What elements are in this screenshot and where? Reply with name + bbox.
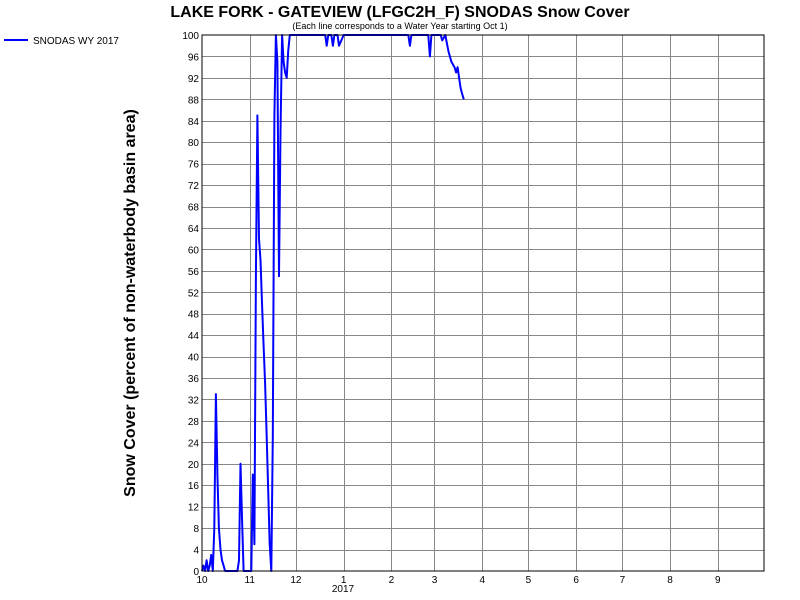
plot-frame	[201, 34, 765, 572]
chart-subtitle: (Each line corresponds to a Water Year s…	[292, 21, 507, 31]
y-tick-label: 0	[193, 567, 199, 578]
y-tick-labels: 0481216202428323640444852566064687276808…	[182, 31, 199, 578]
series-layer	[201, 34, 465, 572]
y-tick-label: 28	[188, 417, 200, 428]
y-tick-label: 52	[188, 288, 200, 299]
x-tick-label: 12	[290, 575, 302, 586]
y-tick-label: 100	[182, 31, 199, 42]
y-tick-label: 64	[188, 224, 200, 235]
x-tick-label: 10	[196, 575, 208, 586]
series-line	[201, 34, 465, 572]
x-tick-label: 2	[389, 575, 395, 586]
grid	[202, 35, 764, 571]
y-tick-label: 8	[193, 524, 199, 535]
y-tick-label: 84	[188, 117, 200, 128]
y-tick-label: 40	[188, 353, 200, 364]
x-tick-label: 8	[667, 575, 673, 586]
x-tick-label: 11	[245, 575, 256, 586]
x-tick-label: 3	[432, 575, 438, 586]
y-tick-label: 92	[188, 74, 200, 85]
y-tick-label: 12	[188, 503, 200, 514]
y-tick-label: 36	[188, 374, 200, 385]
y-tick-label: 80	[188, 138, 200, 149]
x-tick-labels: 10 11 12 1 2 3 4 5 6 7 8 9	[196, 575, 721, 586]
y-tick-label: 48	[188, 310, 200, 321]
y-tick-label: 4	[193, 546, 199, 557]
y-tick-label: 96	[188, 52, 200, 63]
y-tick-label: 76	[188, 160, 200, 171]
x-tick-label: 1	[341, 575, 347, 586]
x-tick-label: 5	[526, 575, 532, 586]
y-tick-label: 24	[188, 438, 200, 449]
y-tick-label: 44	[188, 331, 200, 342]
y-tick-label: 32	[188, 395, 200, 406]
y-tick-label: 20	[188, 460, 200, 471]
x-year-label: 2017	[332, 584, 355, 595]
y-tick-label: 68	[188, 203, 200, 214]
y-tick-label: 72	[188, 181, 200, 192]
x-tick-label: 7	[620, 575, 626, 586]
x-tick-label: 4	[479, 575, 485, 586]
y-tick-label: 56	[188, 267, 200, 278]
chart-title: LAKE FORK - GATEVIEW (LFGC2H_F) SNODAS S…	[170, 4, 629, 21]
y-tick-label: 60	[188, 245, 200, 256]
x-tick-label: 9	[715, 575, 721, 586]
legend-entry-label: SNODAS WY 2017	[33, 36, 119, 47]
x-tick-label: 6	[573, 575, 579, 586]
y-tick-label: 16	[188, 481, 200, 492]
legend: SNODAS WY 2017	[4, 36, 119, 47]
y-tick-label: 88	[188, 95, 200, 106]
y-axis-label: Snow Cover (percent of non-waterbody bas…	[122, 109, 139, 497]
